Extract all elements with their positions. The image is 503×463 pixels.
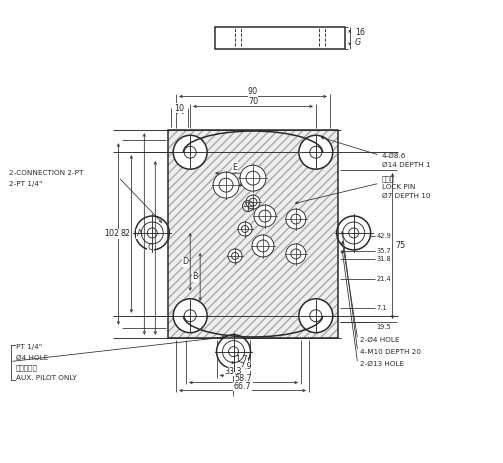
Text: G: G bbox=[355, 38, 361, 47]
Circle shape bbox=[173, 135, 207, 169]
Bar bbox=[168, 130, 338, 338]
Text: 固定稍: 固定稍 bbox=[382, 175, 395, 182]
Circle shape bbox=[246, 195, 260, 209]
Text: B: B bbox=[193, 272, 198, 282]
Text: 7.9: 7.9 bbox=[239, 362, 252, 371]
Text: 輔助引導孔: 輔助引導孔 bbox=[16, 364, 38, 371]
Circle shape bbox=[240, 165, 266, 191]
Circle shape bbox=[213, 172, 239, 198]
Text: 33.3: 33.3 bbox=[225, 367, 242, 376]
Text: 4-Ø8.6: 4-Ø8.6 bbox=[382, 153, 406, 159]
Text: 75: 75 bbox=[395, 242, 406, 250]
Text: F: F bbox=[227, 186, 231, 194]
Text: 2-Ø13 HOLE: 2-Ø13 HOLE bbox=[360, 361, 404, 367]
Text: 4-M10 DEPTH 20: 4-M10 DEPTH 20 bbox=[360, 349, 421, 355]
Circle shape bbox=[286, 244, 306, 264]
Circle shape bbox=[135, 216, 169, 250]
Text: 1.7: 1.7 bbox=[235, 355, 248, 364]
Circle shape bbox=[254, 205, 276, 227]
Bar bbox=[168, 130, 338, 338]
Text: 2-CONNECTION 2-PT: 2-CONNECTION 2-PT bbox=[9, 170, 83, 176]
Text: 58.7: 58.7 bbox=[234, 374, 253, 383]
Text: A: A bbox=[137, 230, 142, 238]
Text: Ø4 HOLE: Ø4 HOLE bbox=[16, 355, 48, 361]
Text: LOCK PIN: LOCK PIN bbox=[382, 184, 415, 190]
Bar bbox=[168, 130, 338, 338]
Text: 19.5: 19.5 bbox=[377, 324, 391, 330]
Circle shape bbox=[299, 135, 333, 169]
Text: E: E bbox=[232, 163, 237, 172]
Text: 31.8: 31.8 bbox=[377, 256, 391, 262]
Text: 21.4: 21.4 bbox=[377, 276, 391, 282]
Circle shape bbox=[252, 235, 274, 257]
Circle shape bbox=[217, 335, 250, 369]
Text: 102: 102 bbox=[104, 230, 119, 238]
Text: PT 1/4": PT 1/4" bbox=[16, 344, 42, 350]
Text: 66.7: 66.7 bbox=[234, 382, 252, 391]
Bar bbox=[215, 26, 345, 49]
Text: 2-Ø4 HOLE: 2-Ø4 HOLE bbox=[360, 337, 399, 343]
Text: 35.7: 35.7 bbox=[377, 248, 391, 254]
Text: 16: 16 bbox=[355, 28, 365, 37]
Text: C: C bbox=[147, 244, 153, 252]
Text: Ø7 DEPTH 10: Ø7 DEPTH 10 bbox=[382, 193, 430, 199]
Text: 90: 90 bbox=[248, 87, 258, 96]
Circle shape bbox=[238, 222, 252, 236]
Text: 82: 82 bbox=[120, 230, 130, 238]
Circle shape bbox=[299, 299, 333, 333]
Text: 10: 10 bbox=[174, 104, 184, 113]
Text: AUX. PILOT ONLY: AUX. PILOT ONLY bbox=[16, 375, 76, 381]
Circle shape bbox=[228, 249, 242, 263]
Circle shape bbox=[337, 216, 371, 250]
Text: Ø14 DEPTH 1: Ø14 DEPTH 1 bbox=[382, 162, 430, 168]
Text: 42.9: 42.9 bbox=[377, 233, 391, 239]
Circle shape bbox=[286, 209, 306, 229]
Circle shape bbox=[173, 299, 207, 333]
Text: D: D bbox=[182, 257, 188, 266]
Text: 7.1: 7.1 bbox=[377, 305, 387, 311]
Text: 70: 70 bbox=[248, 97, 258, 106]
Text: 2-PT 1/4": 2-PT 1/4" bbox=[9, 181, 42, 187]
